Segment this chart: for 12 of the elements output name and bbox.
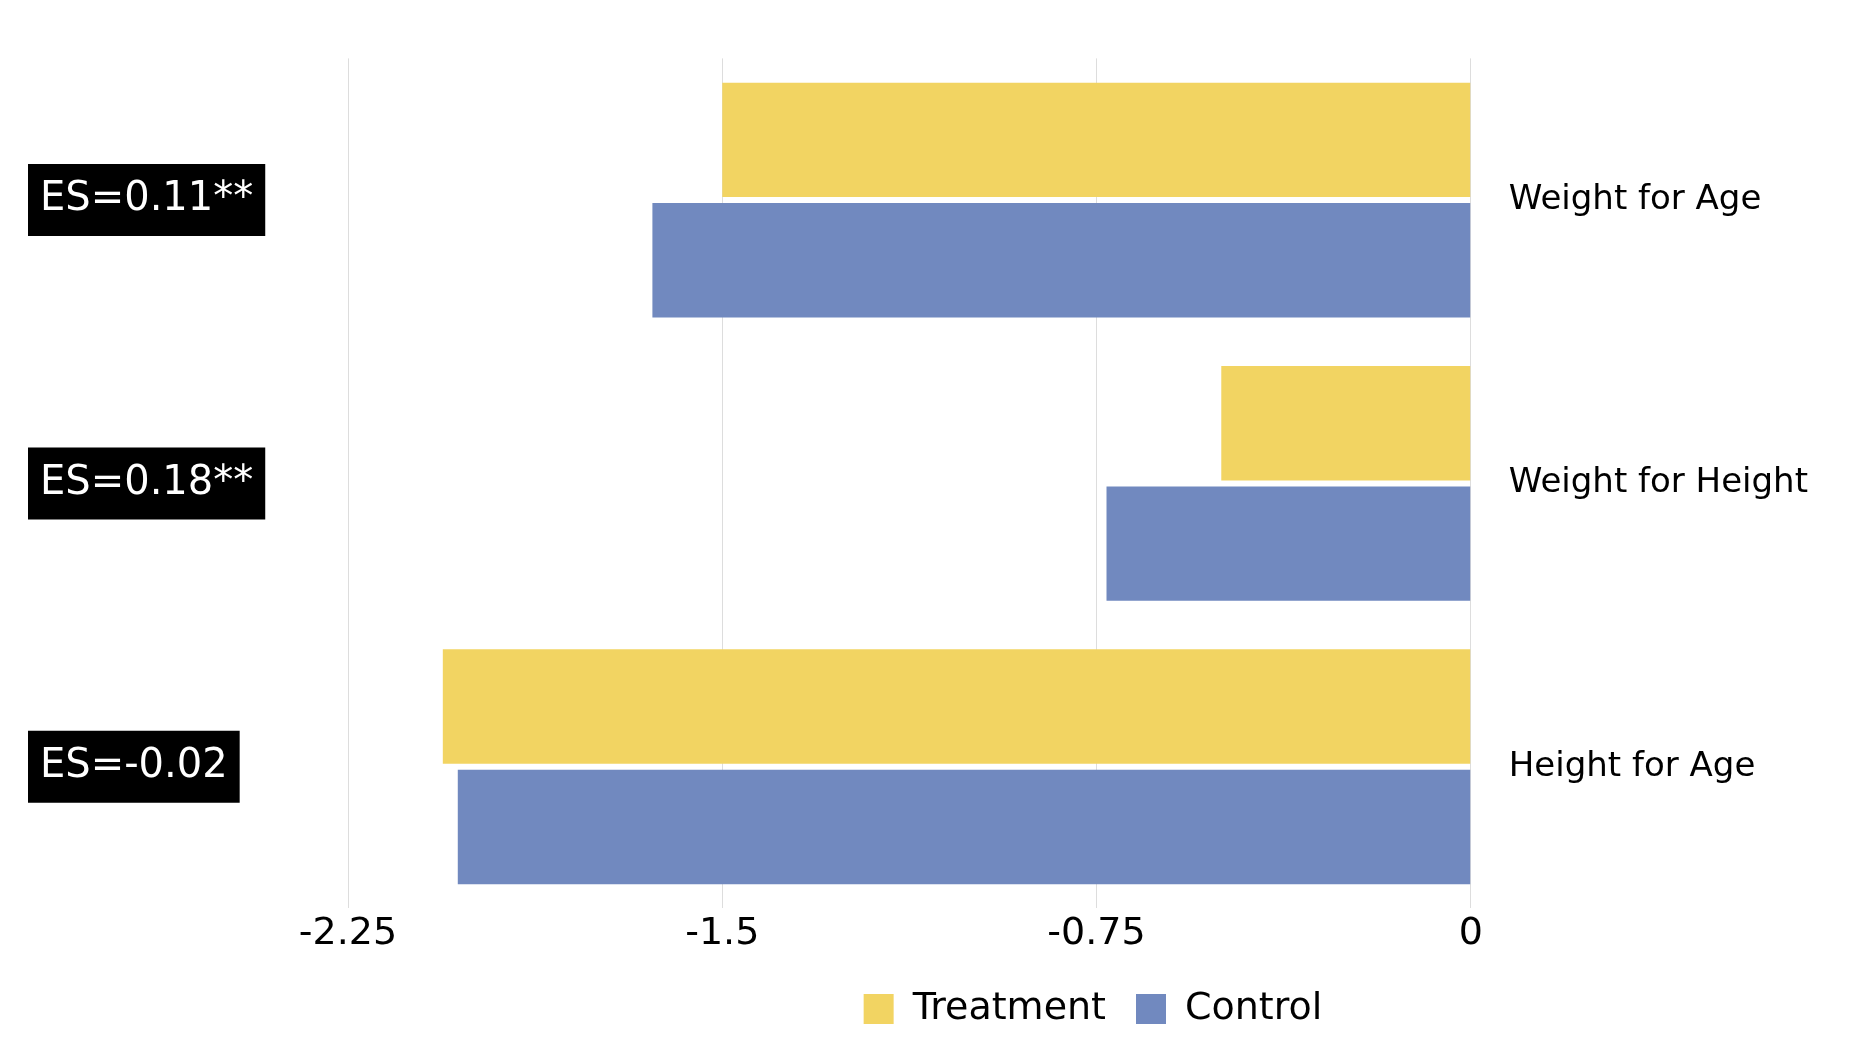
text: ES=0.18** bbox=[40, 456, 254, 503]
y-tick-label: Weight for Height bbox=[1508, 460, 1809, 501]
legend-label: Treatment bbox=[911, 983, 1106, 1028]
y-tick-label: Weight for Age bbox=[1508, 176, 1762, 217]
x-tick-label: 0 bbox=[1458, 909, 1483, 954]
text: ES=0.11** bbox=[40, 173, 254, 220]
legend-label: Control bbox=[1185, 983, 1323, 1028]
y-tick-label: Height for Age bbox=[1508, 743, 1756, 784]
x-tick-label: -2.25 bbox=[298, 909, 398, 954]
x-tick-label: -0.75 bbox=[1047, 909, 1146, 954]
text: ES=-0.02 bbox=[40, 740, 228, 787]
x-tick-label: -1.5 bbox=[685, 909, 760, 954]
